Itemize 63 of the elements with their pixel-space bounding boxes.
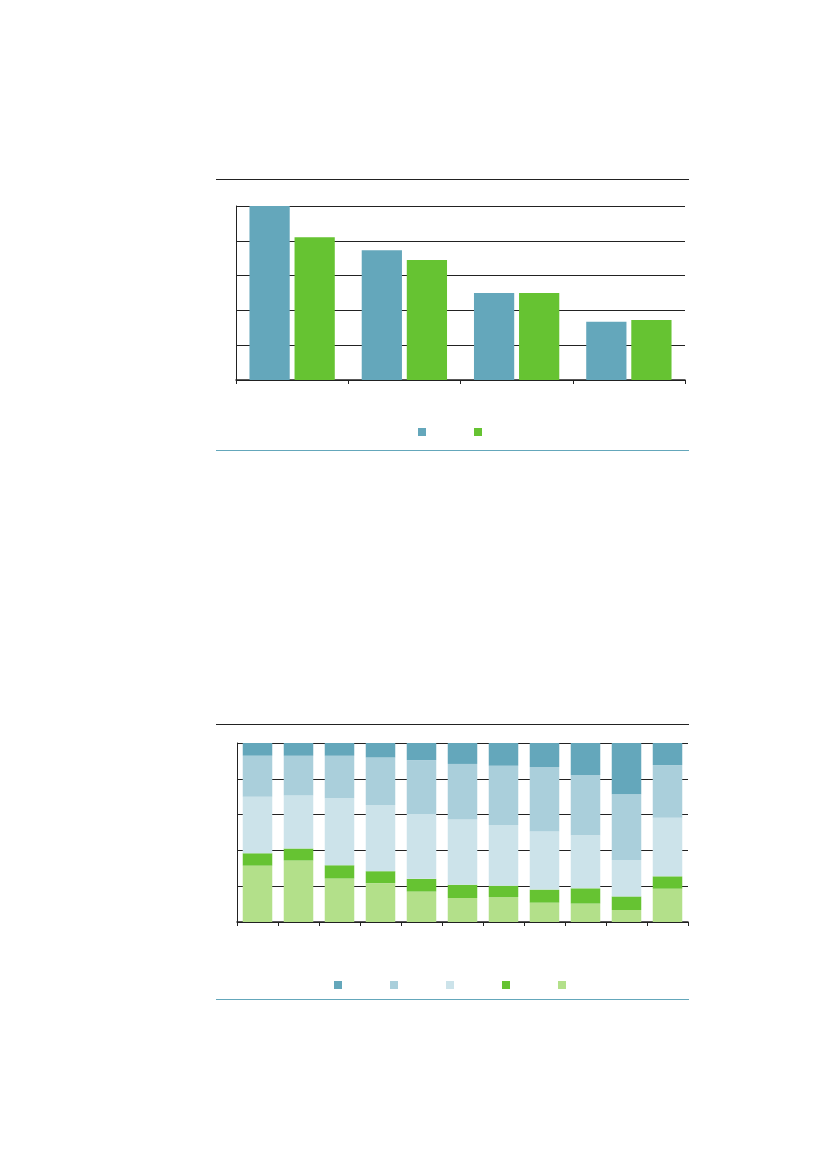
bar [365,757,396,805]
bar [611,860,642,897]
bar [570,835,601,889]
bar [611,896,642,911]
bar [570,888,601,904]
bar [365,883,396,922]
bar [242,853,273,866]
bar [365,743,396,758]
bar [652,876,683,889]
bar [611,794,642,861]
bar [406,878,437,892]
bar [406,743,437,761]
bar [324,743,355,756]
bar [324,798,355,866]
bar [406,760,437,814]
bar [242,743,273,756]
bar [586,321,627,380]
bar [652,817,683,877]
bar [652,765,683,818]
bar [447,898,478,922]
bar [570,775,601,836]
bar [529,889,560,903]
bar [283,848,314,861]
bar [570,743,601,776]
bar [447,763,478,820]
bar [365,871,396,884]
bar [294,237,335,380]
bar [488,885,519,898]
bar [631,319,672,380]
bar [283,860,314,922]
bar [406,891,437,922]
bar [242,865,273,922]
bar [324,878,355,922]
bar [365,804,396,872]
bar [324,755,355,799]
bar [406,813,437,879]
bar [324,865,355,879]
bar [529,743,560,767]
bar [447,884,478,899]
bar [488,765,519,825]
bar [529,766,560,832]
bar [447,819,478,885]
bar [361,250,402,380]
bar [283,743,314,756]
bar [283,755,314,796]
bar [447,743,478,764]
bar [406,259,448,380]
bar [570,903,601,922]
bar [611,743,642,795]
bar [488,897,519,922]
bar [652,888,683,922]
bar [473,293,515,380]
bar [488,743,519,766]
bar [283,795,314,849]
bar [242,796,273,854]
bar [242,755,273,797]
bar [249,206,290,380]
bar [488,824,519,886]
bar [652,743,683,766]
bar [529,902,560,922]
bar [611,910,642,922]
bar [519,293,560,380]
bar [529,831,560,890]
